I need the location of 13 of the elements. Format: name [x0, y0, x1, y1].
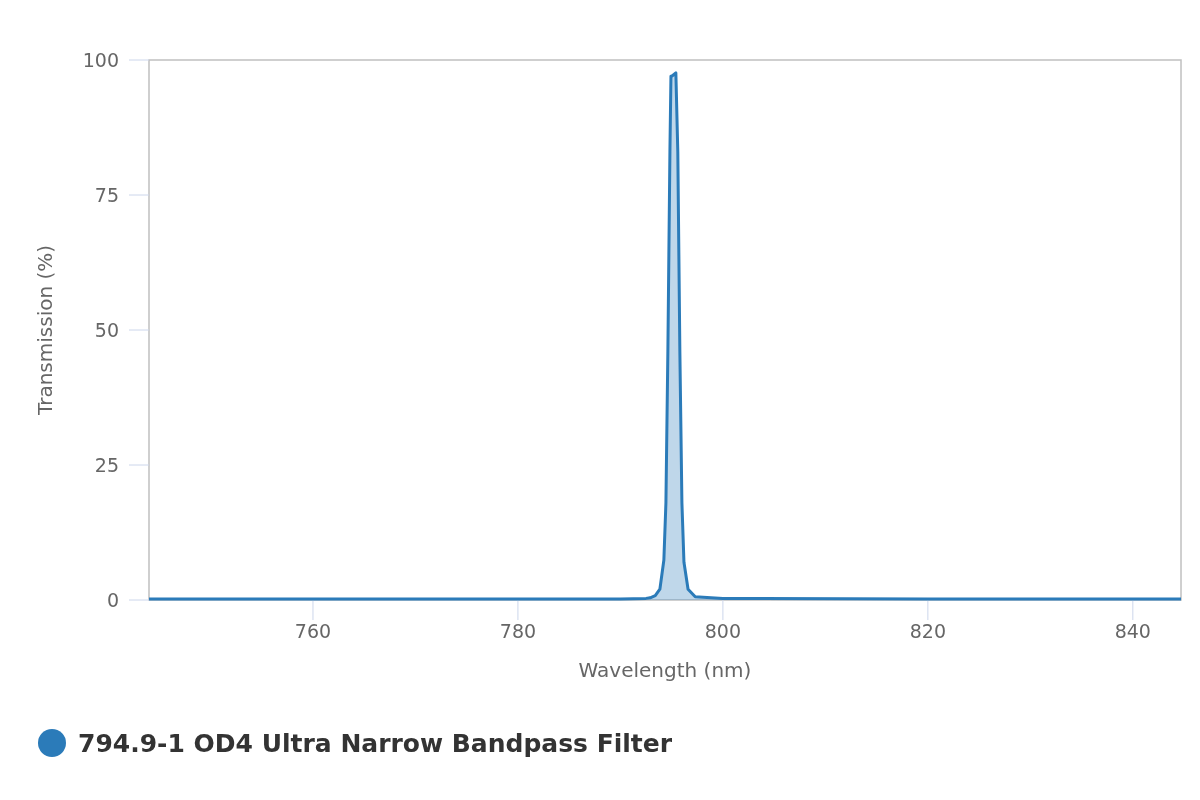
y-tick-label: 100: [82, 48, 119, 71]
y-tick-label: 0: [106, 588, 119, 611]
y-tick-label: 25: [94, 453, 119, 476]
y-axis-title: Transmission (%): [33, 244, 57, 417]
x-tick-label: 820: [909, 620, 946, 642]
x-tick-label: 780: [499, 620, 537, 642]
legend-label: 794.9-1 OD4 Ultra Narrow Bandpass Filter: [78, 728, 673, 758]
y-tick-label: 75: [94, 183, 119, 206]
x-tick-label: 840: [1114, 620, 1151, 642]
x-axis-title: Wavelength (nm): [578, 658, 752, 682]
y-tick-label: 50: [94, 318, 119, 341]
x-tick-label: 760: [294, 620, 332, 642]
x-tick-label: 800: [704, 620, 742, 642]
